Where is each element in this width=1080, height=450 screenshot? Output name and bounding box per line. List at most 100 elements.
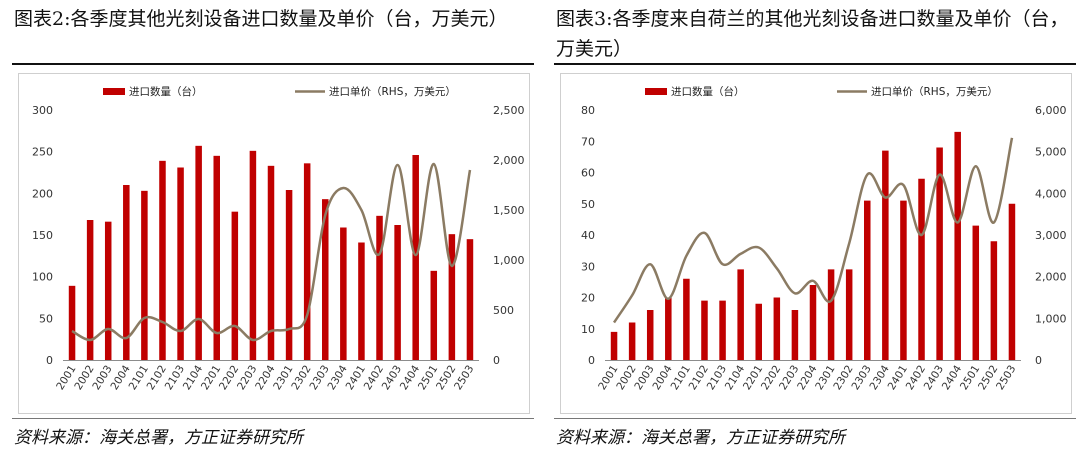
chart-panel-right: 图表3:各季度来自荷兰的其他光刻设备进口数量及单价（台，万美元） 进口数量（台）… [554, 0, 1076, 450]
bar [737, 269, 744, 360]
y2-tick-label: 1,000 [1035, 312, 1067, 325]
bar [322, 199, 329, 360]
y2-tick-label: 2,000 [493, 154, 525, 167]
y2-tick-label: 1,000 [493, 254, 525, 267]
legend-bar-swatch [103, 88, 125, 95]
y2-tick-label: 3,000 [1035, 229, 1067, 242]
legend-label-line: 进口单价（RHS，万美元） [329, 85, 456, 98]
chart-area: 进口数量（台） 进口单价（RHS，万美元） 0 50 100 150 200 250 300 0 5… [18, 73, 530, 414]
legend-label-bars: 进口数量（台） [129, 85, 203, 98]
chart-area: 进口数量（台） 进口单价（RHS，万美元） 0 10 20 30 40 50 60 70 80 0 1,… [560, 73, 1072, 414]
bar [303, 163, 311, 360]
bar [430, 270, 438, 360]
y2-tick-label: 4,000 [1035, 187, 1067, 200]
bar [900, 200, 907, 360]
bar [466, 239, 474, 360]
bar [412, 155, 419, 360]
x-tick-label: 2503 [994, 363, 1018, 392]
y-tick-label: 60 [581, 167, 595, 180]
y2-tick-label: 1,500 [493, 204, 525, 217]
y-tick-label: 30 [581, 260, 595, 273]
y2-tick-label: 500 [493, 304, 514, 317]
chart-title: 图表2:各季度其他光刻设备进口数量及单价（台，万美元） [14, 8, 508, 30]
bar [701, 300, 708, 360]
legend: 进口数量（台） 进口单价（RHS，万美元） [103, 85, 456, 98]
legend: 进口数量（台） 进口单价（RHS，万美元） [645, 85, 998, 98]
bar [791, 310, 799, 360]
y-tick-label: 40 [581, 229, 595, 242]
bar [213, 155, 220, 360]
bar [448, 234, 456, 360]
bar [376, 215, 383, 360]
bar [954, 131, 961, 360]
bar [972, 225, 980, 360]
bar [610, 331, 618, 360]
bar [809, 285, 817, 360]
bar [827, 269, 835, 360]
chart-svg: 进口数量（台） 进口单价（RHS，万美元） 0 50 100 150 200 250 300 0 5… [32, 85, 525, 392]
y2-tick-label: 0 [1035, 354, 1042, 367]
bar [864, 200, 871, 360]
y-tick-label: 0 [588, 354, 595, 367]
legend-bar-swatch [645, 88, 667, 95]
bar [918, 178, 925, 360]
bar [646, 310, 654, 360]
bar [845, 269, 853, 360]
chart-title: 图表3:各季度来自荷兰的其他光刻设备进口数量及单价（台，万美元） [556, 8, 1069, 60]
bar [882, 150, 889, 360]
y-tick-label: 50 [39, 312, 53, 325]
y-tick-label: 200 [32, 187, 53, 200]
chart-panel-left: 图表2:各季度其他光刻设备进口数量及单价（台，万美元） 进口数量（台） 进口单价（… [12, 0, 534, 450]
bar [719, 300, 726, 360]
y-tick-label: 70 [581, 135, 595, 148]
bar [394, 225, 401, 360]
bar [683, 278, 690, 360]
bar [358, 242, 365, 360]
bar [665, 297, 672, 360]
price-line [612, 137, 1014, 324]
y2-tick-label: 5,000 [1035, 146, 1067, 159]
bar [141, 190, 148, 360]
source-divider [12, 418, 534, 419]
bar [990, 241, 998, 360]
y-tick-label: 100 [32, 271, 53, 284]
bar [267, 165, 275, 360]
bar [195, 145, 202, 360]
bar [159, 160, 166, 360]
bar [104, 221, 112, 360]
x-tick-label: 2503 [452, 363, 476, 392]
source-note: 资料来源：海关总署，方正证券研究所 [14, 428, 303, 448]
bar [1008, 203, 1016, 360]
chart-svg: 进口数量（台） 进口单价（RHS，万美元） 0 10 20 30 40 50 60 70 80 0 1,… [581, 85, 1067, 392]
source-divider [554, 418, 1076, 419]
bar [249, 150, 257, 360]
bar [123, 185, 130, 360]
y-tick-label: 300 [32, 104, 53, 117]
y2-tick-label: 6,000 [1035, 104, 1067, 117]
y-tick-label: 10 [581, 323, 595, 336]
y-tick-label: 80 [581, 104, 595, 117]
legend-label-bars: 进口数量（台） [671, 85, 745, 98]
bar [68, 285, 76, 360]
legend-label-line: 进口单价（RHS，万美元） [871, 85, 998, 98]
bar [773, 297, 781, 360]
y2-tick-label: 2,000 [1035, 271, 1067, 284]
y-tick-label: 250 [32, 146, 53, 159]
y-tick-label: 150 [32, 229, 53, 242]
bar [340, 227, 347, 360]
y-tick-label: 0 [46, 354, 53, 367]
bar [177, 167, 184, 360]
price-line [71, 162, 472, 342]
title-divider [12, 63, 534, 65]
title-divider [554, 63, 1076, 65]
bar [936, 147, 943, 360]
y-tick-label: 20 [581, 292, 595, 305]
bar [755, 303, 762, 360]
y-tick-label: 50 [581, 198, 595, 211]
source-note: 资料来源：海关总署，方正证券研究所 [556, 428, 845, 448]
bar [86, 220, 94, 360]
bar [285, 190, 293, 360]
y2-tick-label: 0 [493, 354, 500, 367]
bar [628, 322, 636, 360]
bar [231, 211, 239, 360]
